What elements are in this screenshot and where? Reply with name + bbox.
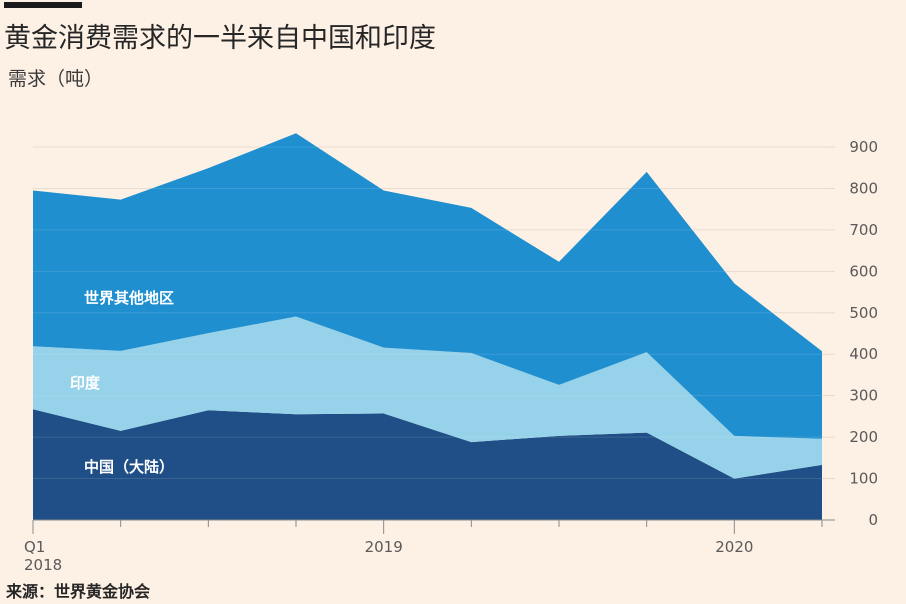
- area-series-2: [33, 133, 822, 439]
- y-tick-label-400: 400: [849, 345, 878, 363]
- series-label-2: 中国（大陆）: [84, 458, 174, 476]
- y-tick-label-600: 600: [849, 262, 878, 280]
- area-series-0: [33, 409, 822, 520]
- y-tick-label-0: 0: [868, 511, 878, 529]
- x-tick-label-0: Q1: [24, 538, 45, 556]
- x-tick-label-4: 2019: [365, 538, 403, 556]
- y-tick-label-900: 900: [849, 138, 878, 156]
- y-tick-label-800: 800: [849, 179, 878, 197]
- y-tick-label-700: 700: [849, 221, 878, 239]
- y-tick-label-100: 100: [849, 470, 878, 488]
- chart-source: 来源：世界黄金协会: [6, 582, 151, 601]
- header-accent-bar: [4, 2, 82, 8]
- y-tick-label-300: 300: [849, 387, 878, 405]
- series-label-1: 印度: [70, 374, 101, 392]
- chart-subtitle: 需求（吨）: [8, 68, 104, 90]
- chart-title: 黄金消费需求的一半来自中国和印度: [4, 23, 436, 54]
- y-tick-label-200: 200: [849, 428, 878, 446]
- area-series-1: [33, 316, 822, 479]
- series-label-0: 世界其他地区: [84, 289, 174, 307]
- x-tick-sublabel-0: 2018: [24, 556, 62, 574]
- x-tick-label-8: 2020: [715, 538, 753, 556]
- y-tick-label-500: 500: [849, 304, 878, 322]
